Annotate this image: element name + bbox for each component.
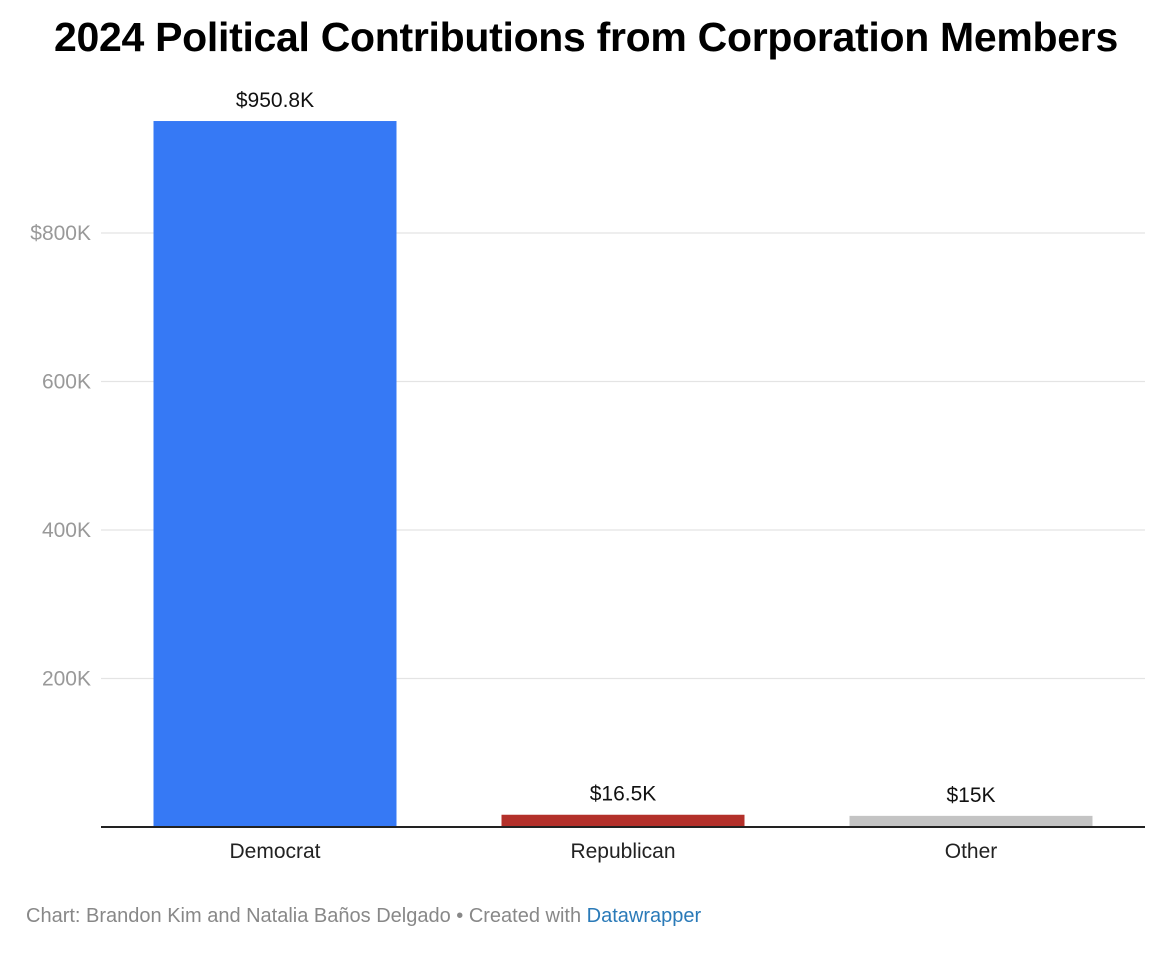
bar-value-label: $16.5K (590, 783, 657, 806)
chart-title: 2024 Political Contributions from Corpor… (54, 14, 1118, 60)
y-tick-label: 200K (42, 668, 91, 691)
bar-republican (501, 814, 745, 827)
y-tick-label: 400K (42, 519, 91, 542)
x-category-label: Republican (570, 840, 675, 863)
bar-value-label: $15K (946, 784, 995, 807)
footer-credit: Chart: Brandon Kim and Natalia Baños Del… (26, 905, 587, 927)
bar-value-label: $950.8K (236, 89, 314, 112)
x-category-label: Other (945, 840, 998, 863)
x-category-label: Democrat (229, 840, 320, 863)
bar-chart: 200K 400K 600K $800K $950.8K Democrat $16.5K Re… (30, 89, 1145, 863)
bar-democrat (153, 121, 397, 827)
chart-footer: Chart: Brandon Kim and Natalia Baños Del… (26, 905, 701, 928)
y-tick-label: $800K (30, 222, 91, 245)
y-tick-label: 600K (42, 371, 91, 394)
bar-other (849, 815, 1093, 827)
datawrapper-link[interactable]: Datawrapper (586, 905, 702, 927)
